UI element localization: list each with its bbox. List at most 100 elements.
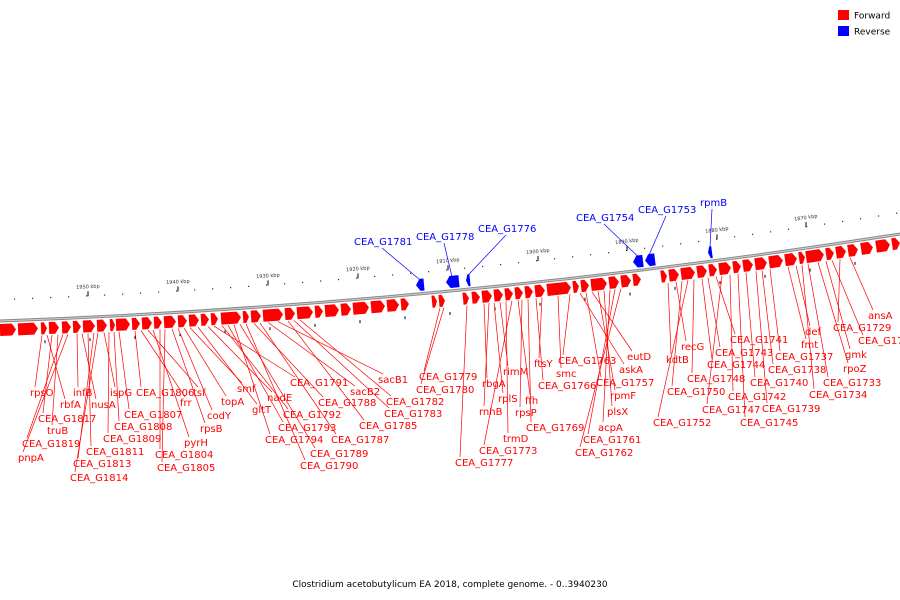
gene-arrow [732,260,741,274]
gene-leader [579,293,625,365]
ring-dot [356,277,358,279]
gene-arrow [891,237,900,251]
gene-arrow [61,321,71,334]
gene-arrow [210,313,218,326]
ruler-label: 1870 kbp [794,213,818,222]
gene-leader [648,215,667,256]
forward-gene-label: codY [207,411,232,422]
ruler-label: 1940 kbp [166,279,190,286]
ring-dot [500,264,502,266]
gene-arrow [524,285,533,299]
gene-leader [538,297,543,359]
ruler-label: 1910 kbp [436,257,460,265]
forward-gene-label: CEA_G1790 [300,461,358,472]
gene-arrow [798,251,805,265]
gene-leader [34,335,43,388]
forward-gene-label: CEA_G1740 [750,378,808,389]
gene-leader [213,325,296,378]
forward-gene-label: CEA_G1742 [728,392,786,403]
gene-leader [706,275,723,405]
ring-dot [518,262,520,264]
gene-leader [381,247,421,281]
gene-leader [587,289,616,435]
forward-gene-label: CEA_G1738 [768,365,826,376]
forward-gene-label: CEA_G1811 [86,447,144,458]
gene-leader [287,320,365,421]
gene-arrow [324,304,339,318]
ring-dot [536,260,538,262]
gene-leader [459,305,468,458]
gene-arrow [580,279,589,293]
ring-dot [590,254,592,256]
gene-leader [152,329,190,438]
gene-leader [177,328,213,411]
forward-gene-label: trmD [503,434,529,445]
reverse-gene-labels: CEA_G1781 CEA_G1778 CEA_G1776 CEA_G1754 CEA_… [354,198,727,281]
legend-forward-label: Forward [854,12,890,22]
reverse-gene-label: CEA_G1754 [576,213,634,224]
forward-gene-label: pyrH [184,438,208,449]
forward-gene-label: askA [619,365,643,376]
gene-leader [267,322,356,387]
gene-leader [259,322,337,435]
gene-arrow [481,290,492,303]
forward-gene-label: CEA_G1741 [730,335,788,346]
ring-dot [194,289,196,291]
gene-arrow [835,245,846,259]
gene-leader [197,326,258,405]
forward-gene-label: CEA_G1792 [283,410,341,421]
ruler-label: 1920 kbp [346,265,370,273]
gene-arrow [718,262,731,276]
gene-arrow [17,322,38,336]
forward-gene-label: CEA_G1733 [823,378,881,389]
ring-dot [608,252,610,254]
gene-leader [189,327,243,384]
gene-arrow [200,313,209,326]
forward-gene-label: ffh [525,396,538,407]
forward-gene-label: CEA_G1747 [702,405,760,416]
gene-leader [729,274,734,392]
gene-arrow [784,253,797,267]
gene-leader [579,288,622,448]
gene-arrow [284,307,295,321]
gene-arrow [370,300,385,314]
legend-reverse-swatch [838,26,849,36]
gene-leader [602,289,611,423]
forward-gene-label: CEA_G1769 [526,423,584,434]
forward-gene-label: CEA_G1762 [575,448,633,459]
ring-dot [122,293,124,295]
gene-leader [801,264,815,390]
gene-leader [591,291,633,352]
gene-arrow [860,241,873,255]
forward-gene-label: rpsO [30,388,54,399]
gene-leader [755,271,768,404]
forward-gene-label: CEA_G1773 [479,446,537,457]
forward-gene-label: topA [221,397,244,408]
forward-gene-label: truB [47,426,68,437]
gene-leader [161,329,166,463]
gene-arrow [340,303,351,316]
gene-leader [443,242,453,277]
forward-gene-label: kdtB [666,355,689,366]
gene-leader [585,292,602,378]
gene-leader [76,333,79,388]
forward-gene-label: CEA_G1780 [416,385,474,396]
gene-arrow [446,275,460,288]
ruler-label: 1930 kbp [256,273,280,281]
gene-leader [113,331,120,422]
forward-gene-label: rbfA [60,400,81,411]
gene-leader [245,323,306,461]
ring-dot [32,297,34,299]
gene-leader [505,301,509,434]
forward-gene-label: CEA_G1814 [70,473,128,484]
gene-arrow [296,306,313,320]
gene-leader [483,303,490,407]
gene-leader [737,273,746,418]
ring-dot [842,220,844,223]
forward-gene-label: CEA_G1750 [667,387,725,398]
gene-arrow [220,311,241,325]
gene-leader [795,265,811,327]
forward-gene-label: CEA_G1730 [858,336,900,347]
gene-leader [42,334,53,414]
